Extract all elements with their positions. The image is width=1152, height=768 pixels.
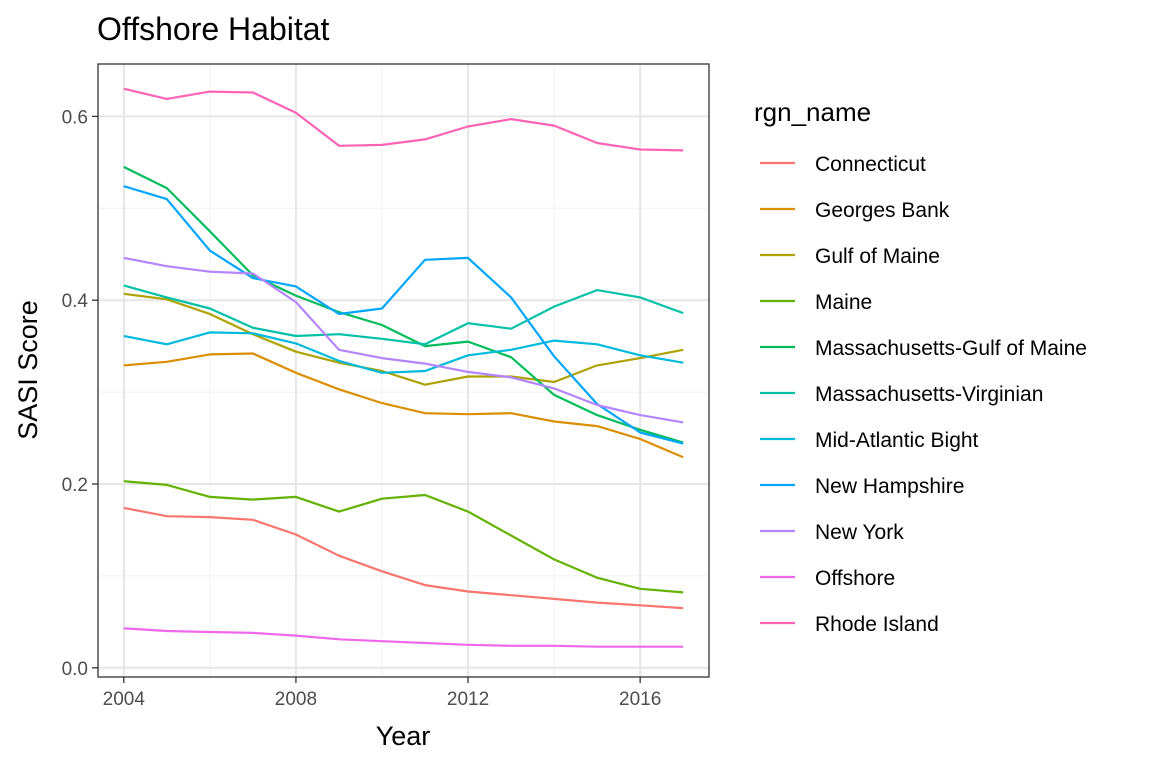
- series-line: [123, 506, 684, 610]
- x-tick-label: 2008: [275, 689, 317, 710]
- plot-border: [97, 63, 710, 678]
- y-tick-label: 0.4: [62, 291, 89, 312]
- legend-label: Georges Bank: [815, 199, 950, 222]
- legend-label: New York: [815, 521, 904, 544]
- legend-label: Mid-Atlantic Bight: [815, 429, 979, 452]
- series-line: [123, 292, 684, 386]
- x-tick-label: 2004: [103, 689, 146, 710]
- x-axis-title: Year: [376, 721, 431, 751]
- chart-title: Offshore Habitat: [97, 11, 330, 47]
- legend-label: Massachusetts-Virginian: [815, 383, 1043, 406]
- series-line: [123, 185, 684, 445]
- legend-label: New Hampshire: [815, 475, 964, 498]
- grid-major: [98, 64, 709, 677]
- series-lines: [123, 87, 684, 648]
- series-line: [123, 165, 684, 444]
- x-tick-label: 2012: [447, 689, 489, 710]
- series-line: [123, 627, 684, 648]
- plot-panel: [98, 64, 709, 677]
- legend-label: Massachusetts-Gulf of Maine: [815, 337, 1087, 360]
- y-axis-title: SASI Score: [13, 300, 43, 440]
- y-tick-label: 0.2: [62, 475, 88, 496]
- grid-minor: [98, 64, 709, 677]
- series-line: [123, 87, 684, 152]
- legend-label: Rhode Island: [815, 613, 939, 636]
- series-line: [123, 480, 684, 594]
- series-line: [123, 331, 684, 374]
- legend-label: Gulf of Maine: [815, 245, 940, 268]
- legend: rgn_name Connecticut Georges Bank Gulf of …: [754, 97, 1087, 636]
- x-axis: 2004 2008 2012 2016: [103, 677, 661, 710]
- x-tick-label: 2016: [619, 689, 661, 710]
- series-line: [123, 256, 684, 424]
- legend-title: rgn_name: [754, 97, 871, 127]
- series-line: [123, 352, 684, 459]
- legend-label: Offshore: [815, 567, 895, 590]
- y-axis: 0.0 0.2 0.4 0.6: [62, 107, 98, 680]
- series-line: [123, 284, 684, 346]
- y-tick-label: 0.0: [62, 659, 88, 680]
- legend-label: Maine: [815, 291, 872, 314]
- legend-label: Connecticut: [815, 153, 926, 176]
- y-tick-label: 0.6: [62, 107, 88, 128]
